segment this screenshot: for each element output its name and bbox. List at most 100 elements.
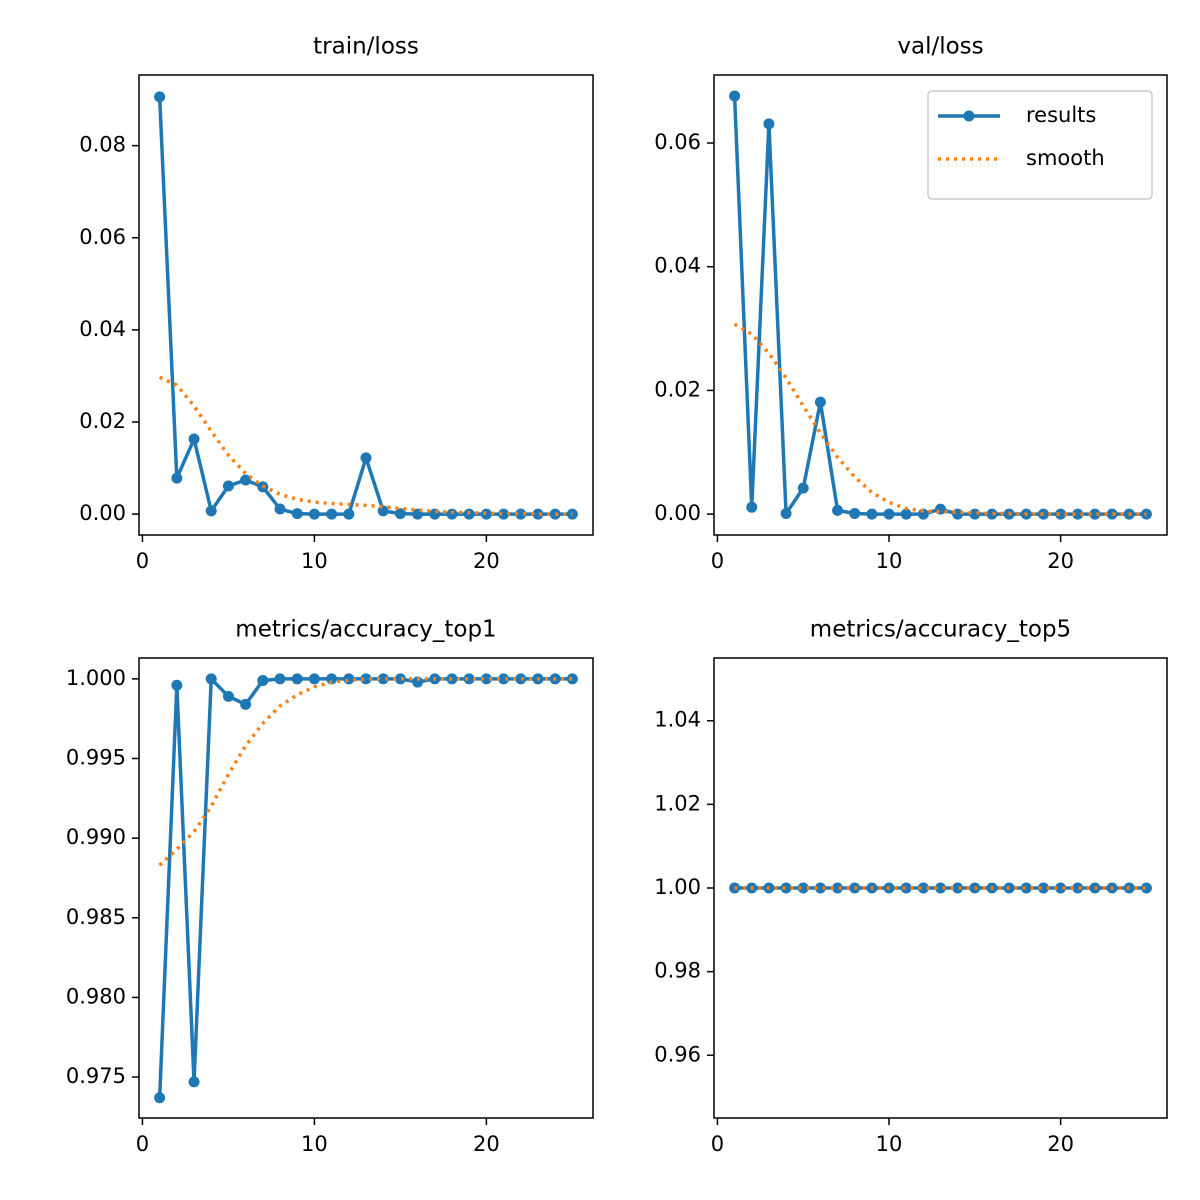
plot-area [154,673,578,1104]
point [566,508,578,520]
y-tick-label: 0.990 [66,825,126,849]
point [797,482,809,494]
point [549,508,561,520]
point [360,452,372,464]
subplot: val/loss 0 10 20 0.00 0.02 0.04 0.06 results smoo… [654,34,1168,573]
point [480,673,492,685]
point [274,673,286,685]
y-tick-label: 0.985 [66,905,126,929]
x-tick-label: 0 [711,549,724,573]
point [515,673,527,685]
point [240,698,252,710]
x-tick-label: 20 [473,549,500,573]
plot-area [729,90,1152,520]
point [935,882,946,894]
point [814,882,826,894]
y-tick-label: 0.02 [79,409,126,433]
point [832,504,844,516]
x-tick-label: 0 [136,1132,149,1156]
point [343,673,355,685]
point [900,882,912,894]
legend: results smooth [927,90,1153,200]
x-tick-label: 0 [711,1132,724,1156]
point [308,673,320,685]
y-tick-label: 0.00 [654,501,701,525]
point [291,508,303,520]
point [729,90,741,102]
point [377,505,389,517]
y-tick-label: 0.975 [66,1064,126,1088]
point [1055,882,1067,894]
point [360,673,372,685]
point [326,508,338,520]
point [849,507,861,519]
x-tick-label: 10 [301,549,328,573]
x-tick-label: 0 [136,549,149,573]
x-tick-label: 20 [1047,1132,1074,1156]
point [154,1092,166,1104]
point [171,679,183,691]
point [1106,508,1118,520]
point [240,474,252,486]
subplot: metrics/accuracy_top1 0 10 20 0.975 0.980 0.98… [66,617,594,1156]
point [900,508,912,520]
point [498,508,510,520]
point [205,673,217,685]
point [797,882,809,894]
legend-label: results [1026,103,1096,127]
point [412,676,424,688]
point [1089,508,1101,520]
legend-box [927,90,1153,200]
point [274,503,286,515]
point [308,508,320,520]
subplot: metrics/accuracy_top5 0 10 20 0.96 0.98 1.00 1.… [654,617,1168,1156]
point [1037,882,1049,894]
point [222,690,234,702]
subplot-title: train/loss [313,34,419,60]
point [343,508,355,520]
x-tick-label: 20 [1047,549,1074,573]
point [515,508,527,520]
point [154,91,166,103]
point [1020,882,1032,894]
y-tick-label: 1.04 [654,708,701,732]
y-tick-label: 0.96 [654,1042,701,1066]
x-tick-label: 10 [876,549,903,573]
point [763,118,775,130]
axes-frame [138,74,594,536]
point [1055,508,1067,520]
point [746,501,758,513]
y-tick-label: 0.04 [79,317,126,341]
point [1140,882,1152,894]
y-tick-label: 0.00 [79,501,126,525]
plot-area [154,91,578,520]
point [566,673,578,685]
axes-frame [713,657,1168,1119]
point [326,673,338,685]
subplot-title: metrics/accuracy_top1 [235,617,496,643]
y-tick-label: 0.06 [654,130,701,154]
y-tick-label: 1.00 [654,875,701,899]
point [986,508,998,520]
point [222,480,234,492]
point [394,673,406,685]
point [532,508,544,520]
x-tick-label: 10 [876,1132,903,1156]
y-tick-label: 0.08 [79,133,126,157]
point [394,508,406,520]
subplot: train/loss 0 10 20 0.00 0.02 0.04 0.06 0.08 [79,34,594,573]
point [1072,508,1084,520]
point [814,396,826,408]
legend-marker [963,110,975,122]
subplot-title: metrics/accuracy_top5 [810,617,1071,643]
point [498,673,510,685]
y-tick-label: 1.000 [66,666,126,690]
axes-frame [713,74,1168,536]
plot-area [729,882,1152,894]
point [866,508,878,520]
x-tick-label: 20 [473,1132,500,1156]
point [377,673,389,685]
